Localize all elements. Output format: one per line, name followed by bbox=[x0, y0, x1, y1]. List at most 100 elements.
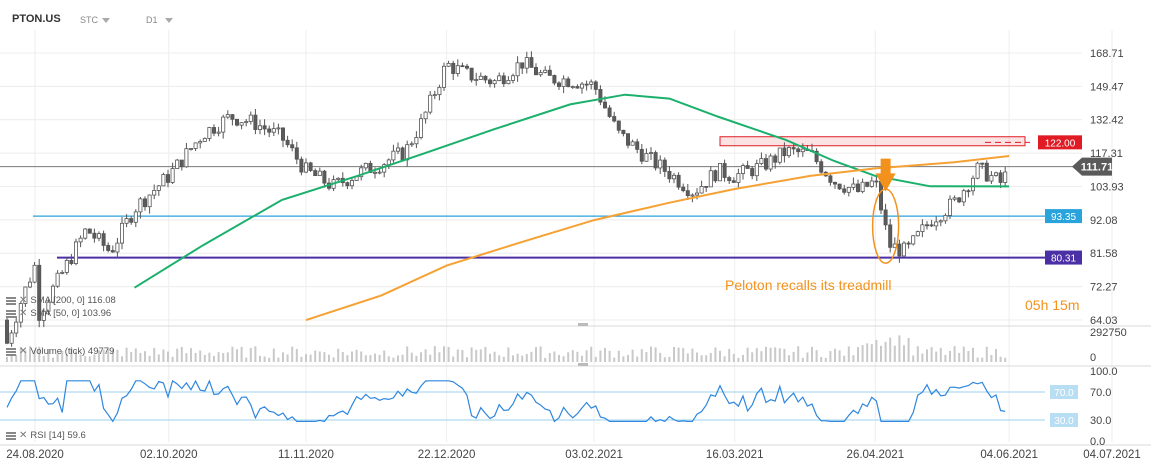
rsi-legend[interactable]: ✕ RSI [14] 59.6 bbox=[6, 430, 86, 441]
volume-bar bbox=[29, 346, 31, 362]
volume-bar bbox=[880, 345, 882, 362]
volume-bar bbox=[535, 347, 537, 362]
volume-bar bbox=[723, 356, 726, 362]
candle bbox=[837, 183, 842, 190]
candle bbox=[929, 224, 934, 227]
candle bbox=[759, 158, 764, 165]
menu-icon[interactable] bbox=[6, 347, 16, 356]
candle bbox=[552, 75, 557, 84]
volume-bar bbox=[185, 353, 188, 362]
volume-bar bbox=[144, 351, 146, 362]
menu-icon[interactable] bbox=[6, 309, 16, 318]
annotation-marks bbox=[871, 158, 900, 264]
volume-bar bbox=[70, 347, 73, 362]
volume-bar bbox=[668, 356, 671, 362]
volume-bar bbox=[484, 347, 487, 362]
candle bbox=[414, 137, 419, 145]
candle bbox=[980, 162, 985, 165]
candle bbox=[690, 194, 695, 197]
candle bbox=[423, 111, 428, 120]
volume-bar bbox=[613, 357, 616, 362]
candle bbox=[846, 186, 851, 193]
sma50-label: SMA [50, 0] 103.96 bbox=[30, 308, 112, 319]
candle bbox=[290, 144, 295, 149]
candle bbox=[175, 159, 180, 169]
candle bbox=[718, 163, 723, 182]
panel-resize-handle bbox=[578, 323, 588, 326]
volume-bar bbox=[194, 352, 197, 362]
close-icon[interactable]: ✕ bbox=[19, 295, 28, 306]
volume-bar bbox=[571, 350, 574, 362]
volume-bar bbox=[167, 351, 169, 362]
candle bbox=[14, 321, 19, 334]
candle bbox=[984, 162, 989, 182]
candle bbox=[469, 67, 474, 81]
candle bbox=[147, 194, 152, 208]
volume-bar bbox=[401, 354, 404, 362]
volume-bar bbox=[438, 352, 441, 362]
volume-bar bbox=[512, 355, 514, 362]
volume-label: Volume (tick) 49779 bbox=[30, 346, 115, 357]
sma200-line bbox=[305, 155, 1010, 322]
volume-bar bbox=[452, 356, 455, 362]
close-icon[interactable]: ✕ bbox=[19, 430, 28, 441]
price-level-label: 122.00 bbox=[1045, 138, 1076, 149]
candle bbox=[120, 222, 125, 244]
volume-bar bbox=[755, 348, 758, 362]
volume-bar bbox=[815, 350, 818, 362]
instrument-type-label[interactable]: STC bbox=[80, 15, 98, 25]
rsi-label: RSI [14] 59.6 bbox=[30, 430, 86, 441]
volume-bar bbox=[332, 357, 335, 362]
volume-legend[interactable]: ✕ Volume (tick) 49779 bbox=[6, 346, 114, 357]
candle bbox=[253, 114, 258, 130]
candle bbox=[483, 75, 488, 81]
candle bbox=[773, 155, 778, 163]
timeframe-label[interactable]: D1 bbox=[146, 15, 158, 25]
volume-bar bbox=[553, 351, 556, 362]
volume-bar bbox=[502, 356, 505, 362]
candle bbox=[681, 186, 686, 192]
sma200-legend[interactable]: ✕ SMA [200, 0] 116.08 bbox=[6, 295, 116, 306]
volume-bar bbox=[953, 346, 956, 362]
candle bbox=[225, 114, 230, 118]
volume-bar bbox=[291, 346, 294, 362]
volume-bar bbox=[456, 349, 459, 362]
candle bbox=[262, 125, 267, 130]
chevron-down-icon[interactable] bbox=[165, 18, 173, 23]
close-icon[interactable]: ✕ bbox=[19, 308, 28, 319]
volume-bar bbox=[107, 348, 110, 362]
x-tick-label: 04.06.2021 bbox=[980, 449, 1038, 461]
sma50-legend[interactable]: ✕ SMA [50, 0] 103.96 bbox=[6, 308, 111, 319]
menu-icon[interactable] bbox=[6, 296, 16, 305]
candle bbox=[78, 237, 83, 243]
symbol-label[interactable]: PTON.US bbox=[12, 13, 61, 25]
close-icon[interactable]: ✕ bbox=[19, 346, 28, 357]
volume-bar bbox=[539, 346, 542, 362]
volume-bar bbox=[659, 352, 662, 362]
candle bbox=[18, 303, 23, 323]
volume-bar bbox=[769, 347, 772, 362]
volume-bar bbox=[824, 357, 827, 362]
volume-bar bbox=[38, 346, 41, 362]
volume-bar bbox=[153, 347, 156, 362]
candle bbox=[207, 127, 212, 139]
candle bbox=[943, 215, 948, 222]
candle bbox=[934, 221, 939, 227]
candle bbox=[616, 120, 621, 131]
volume-bar bbox=[576, 351, 579, 362]
volume-bar bbox=[581, 355, 583, 362]
candle bbox=[667, 171, 672, 180]
candle bbox=[819, 161, 824, 173]
chevron-down-icon[interactable] bbox=[102, 18, 110, 23]
candle bbox=[662, 159, 667, 172]
candle bbox=[566, 78, 571, 88]
menu-icon[interactable] bbox=[6, 431, 16, 440]
volume-bar bbox=[282, 352, 284, 362]
candle bbox=[699, 186, 704, 194]
candle bbox=[920, 224, 925, 232]
panel-resize-handle bbox=[578, 363, 588, 366]
candle bbox=[561, 78, 566, 87]
volume-bar bbox=[594, 356, 597, 362]
volume-bar bbox=[792, 351, 795, 362]
